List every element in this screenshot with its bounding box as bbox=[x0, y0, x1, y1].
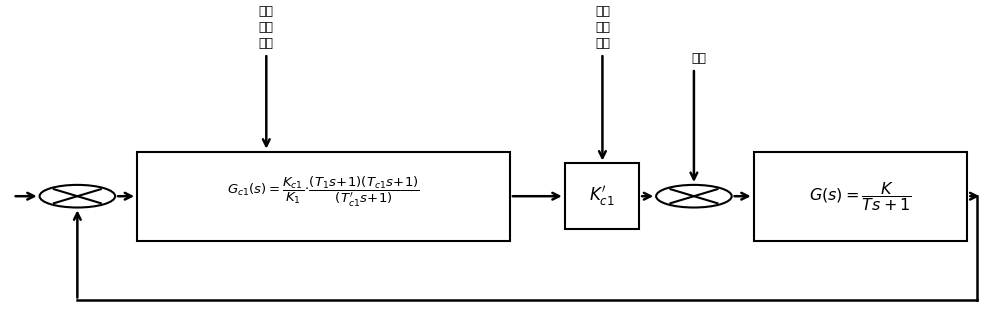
Bar bbox=[754, 152, 967, 241]
Text: 扰动: 扰动 bbox=[691, 52, 706, 65]
Bar bbox=[137, 152, 510, 241]
Text: $K_{c1}'$: $K_{c1}'$ bbox=[589, 184, 615, 208]
Bar bbox=[565, 164, 639, 229]
Text: $G(s)=\dfrac{K}{Ts+1}$: $G(s)=\dfrac{K}{Ts+1}$ bbox=[809, 180, 912, 213]
Text: 粗调
参数
输入: 粗调 参数 输入 bbox=[259, 5, 274, 50]
Text: $G_{c1}(s)=\dfrac{K_{c1}}{K_1}\!\cdot\!\dfrac{(T_1s\!+\!1)(T_{c1}s\!+\!1)}{(T_{c: $G_{c1}(s)=\dfrac{K_{c1}}{K_1}\!\cdot\!\… bbox=[227, 174, 420, 209]
Text: 微调
参数
输入: 微调 参数 输入 bbox=[595, 5, 610, 50]
